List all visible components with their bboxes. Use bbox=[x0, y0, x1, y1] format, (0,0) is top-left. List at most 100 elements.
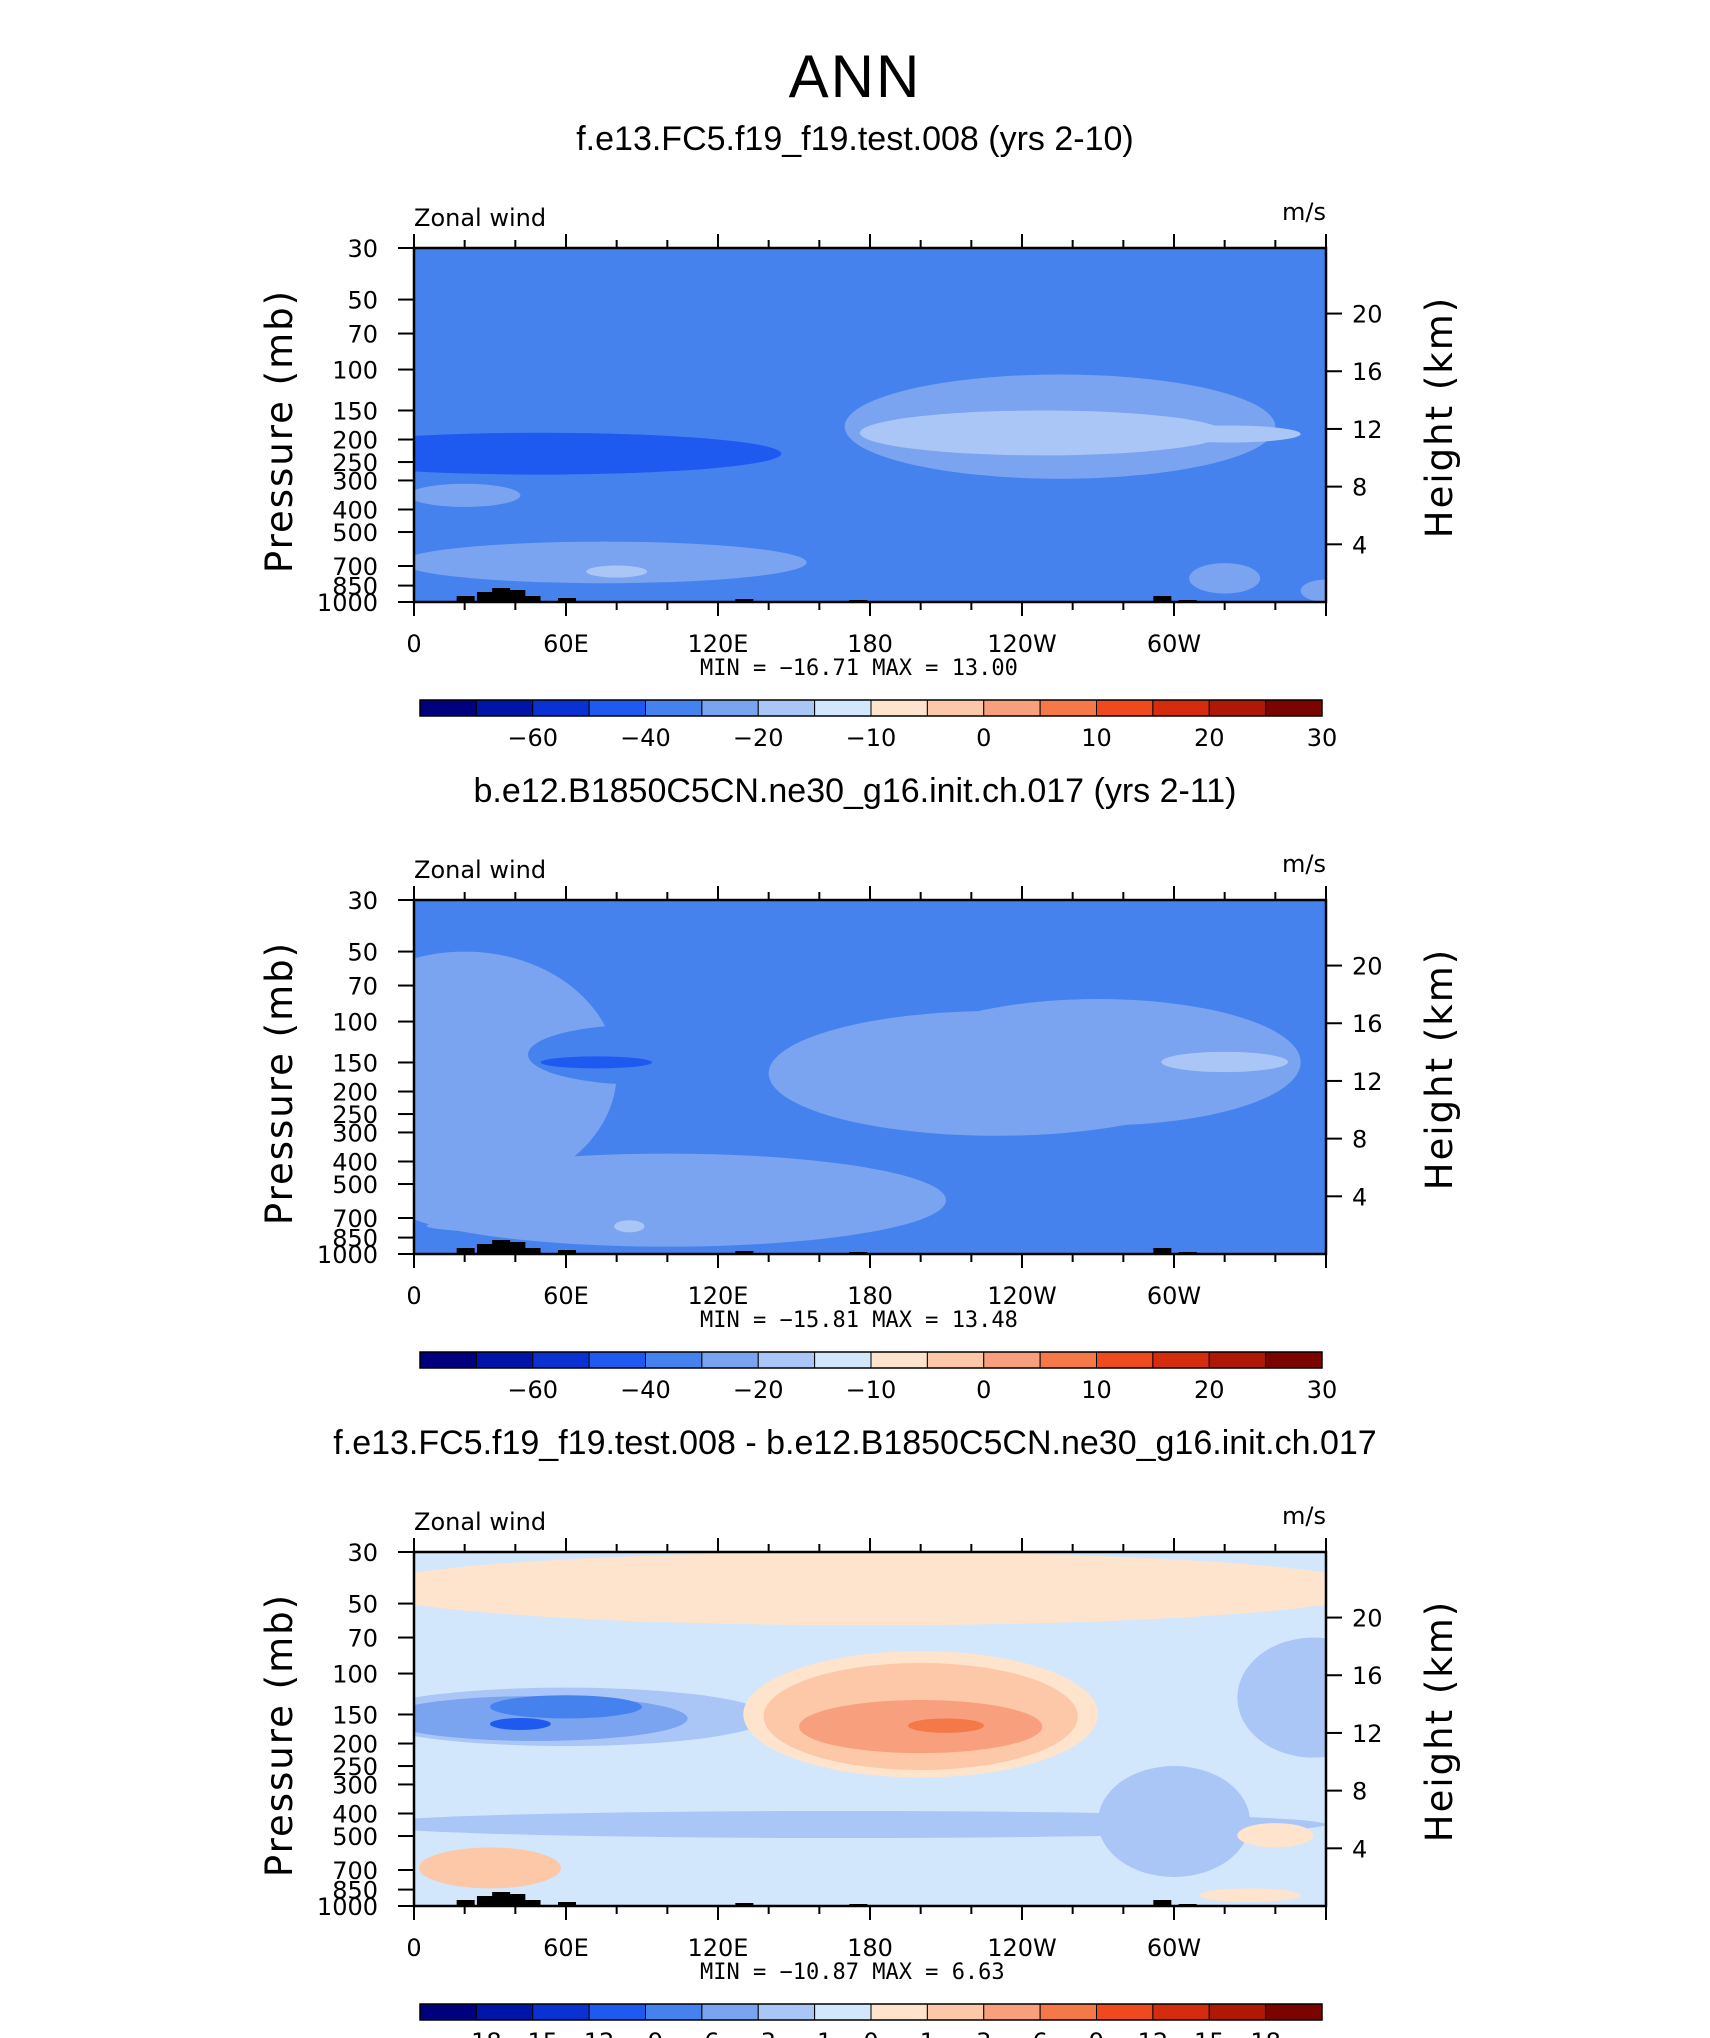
topography bbox=[476, 1244, 495, 1254]
min-value: −10.87 bbox=[779, 1960, 872, 1985]
colorbar-swatch bbox=[1039, 1351, 1097, 1369]
y-right-tick-label: 16 bbox=[1352, 1010, 1383, 1038]
colorbar-swatch bbox=[1096, 1351, 1154, 1369]
y-tick-label: 700 bbox=[332, 1205, 378, 1233]
y-tick-label: 300 bbox=[332, 467, 378, 495]
panel-title: f.e13.FC5.f19_f19.test.008 (yrs 2-10) bbox=[576, 120, 1134, 158]
contour-region bbox=[414, 951, 617, 1194]
contour-region bbox=[540, 1056, 653, 1069]
y-tick-label: 250 bbox=[332, 449, 378, 477]
topography bbox=[558, 1250, 576, 1254]
y-right-tick-label: 8 bbox=[1352, 474, 1367, 502]
colorbar-label: 20 bbox=[1194, 724, 1225, 752]
colorbar-swatch bbox=[870, 1351, 928, 1369]
colorbar-label: −15 bbox=[507, 2028, 558, 2038]
colorbar-label: 10 bbox=[1081, 724, 1112, 752]
contour-region bbox=[1300, 579, 1326, 602]
x-tick-label: 120E bbox=[688, 1934, 749, 1962]
y-right-tick-label: 4 bbox=[1352, 531, 1367, 559]
colorbar-swatch bbox=[532, 1351, 590, 1369]
y-axis-title: Pressure (mb) bbox=[258, 1593, 301, 1877]
panel-3: f.e13.FC5.f19_f19.test.008 - b.e12.B1850… bbox=[258, 1424, 1461, 2038]
contour-region bbox=[614, 1220, 645, 1233]
contour-region bbox=[1237, 1823, 1314, 1848]
x-tick-label: 0 bbox=[406, 630, 421, 658]
y-tick-label: 250 bbox=[332, 1101, 378, 1129]
colorbar-label: 10 bbox=[1081, 1376, 1112, 1404]
colorbar-swatch bbox=[532, 699, 590, 717]
colorbar-label: 20 bbox=[1194, 1376, 1225, 1404]
colorbar-label: 30 bbox=[1307, 1376, 1338, 1404]
topography bbox=[735, 1251, 754, 1254]
colorbar-swatch bbox=[645, 2003, 703, 2021]
y-tick-label: 1000 bbox=[317, 1241, 378, 1269]
contour-region bbox=[490, 1717, 551, 1730]
y-right-axis-title: Height (km) bbox=[1418, 296, 1461, 538]
colorbar-swatch bbox=[1208, 1351, 1267, 1369]
topography bbox=[522, 596, 541, 602]
panel-title: f.e13.FC5.f19_f19.test.008 - b.e12.B1850… bbox=[333, 1424, 1376, 1462]
units-label: m/s bbox=[1282, 850, 1326, 878]
y-tick-label: 200 bbox=[332, 1079, 378, 1107]
x-tick-label: 60E bbox=[543, 1934, 589, 1962]
min-label: MIN = bbox=[700, 1960, 779, 1985]
max-label: MAX = bbox=[872, 1960, 951, 1985]
topography bbox=[1153, 1900, 1172, 1906]
colorbar-label: −10 bbox=[846, 724, 897, 752]
x-tick-label: 180 bbox=[847, 1282, 893, 1310]
colorbar-swatch bbox=[701, 1351, 759, 1369]
min-value: −16.71 bbox=[779, 656, 872, 681]
colorbar-swatch bbox=[1265, 2003, 1323, 2021]
colorbar-swatch bbox=[1265, 699, 1323, 717]
y-tick-label: 100 bbox=[332, 357, 378, 385]
colorbar-swatch bbox=[1208, 699, 1267, 717]
contour-region bbox=[1199, 1888, 1301, 1902]
x-tick-label: 60E bbox=[543, 1282, 589, 1310]
figure-title: ANN bbox=[788, 43, 922, 110]
colorbar-label: −40 bbox=[620, 1376, 671, 1404]
colorbar-label: 0 bbox=[863, 2028, 878, 2038]
y-right-axis-title: Height (km) bbox=[1418, 948, 1461, 1190]
min-label: MIN = bbox=[700, 656, 779, 681]
contour-region bbox=[490, 1695, 642, 1719]
y-tick-label: 70 bbox=[347, 1625, 378, 1653]
topography bbox=[1153, 1248, 1172, 1254]
y-right-tick-label: 12 bbox=[1352, 1068, 1383, 1096]
colorbar-label: −20 bbox=[733, 1376, 784, 1404]
colorbar-swatch bbox=[926, 699, 985, 717]
colorbar-label: 0 bbox=[976, 1376, 991, 1404]
colorbar-label: 3 bbox=[976, 2028, 991, 2038]
topography bbox=[456, 596, 475, 602]
colorbar-swatch bbox=[814, 2003, 872, 2021]
colorbar-swatch bbox=[419, 1351, 477, 1369]
y-tick-label: 850 bbox=[332, 1877, 378, 1905]
topography bbox=[507, 1894, 526, 1906]
y-tick-label: 500 bbox=[332, 1823, 378, 1851]
max-label: MAX = bbox=[872, 1308, 951, 1333]
colorbar-swatch bbox=[588, 2003, 646, 2021]
min-max-stats: MIN = −16.71 MAX = 13.00 bbox=[700, 656, 1018, 681]
y-tick-label: 100 bbox=[332, 1009, 378, 1037]
colorbar-label: 0 bbox=[976, 724, 991, 752]
x-tick-label: 120W bbox=[987, 1282, 1057, 1310]
colorbar-swatch bbox=[419, 2003, 477, 2021]
contour-field bbox=[414, 248, 1326, 602]
y-right-tick-label: 4 bbox=[1352, 1835, 1367, 1863]
colorbar-swatch bbox=[757, 699, 816, 717]
x-tick-label: 60W bbox=[1147, 1934, 1201, 1962]
x-tick-label: 120W bbox=[987, 1934, 1057, 1962]
y-tick-label: 150 bbox=[332, 397, 378, 425]
topography bbox=[558, 598, 576, 602]
colorbar-label: 30 bbox=[1307, 724, 1338, 752]
min-value: −15.81 bbox=[779, 1308, 872, 1333]
y-axis-title: Pressure (mb) bbox=[258, 941, 301, 1225]
y-tick-label: 850 bbox=[332, 1225, 378, 1253]
colorbar-label: −3 bbox=[741, 2028, 776, 2038]
colorbar-swatch bbox=[1039, 699, 1097, 717]
contour-field bbox=[414, 1552, 1326, 1906]
y-right-tick-label: 16 bbox=[1352, 358, 1383, 386]
colorbar-swatch bbox=[1152, 2003, 1210, 2021]
y-tick-label: 300 bbox=[332, 1771, 378, 1799]
y-right-tick-label: 8 bbox=[1352, 1126, 1367, 1154]
colorbar-label: −1 bbox=[797, 2028, 832, 2038]
